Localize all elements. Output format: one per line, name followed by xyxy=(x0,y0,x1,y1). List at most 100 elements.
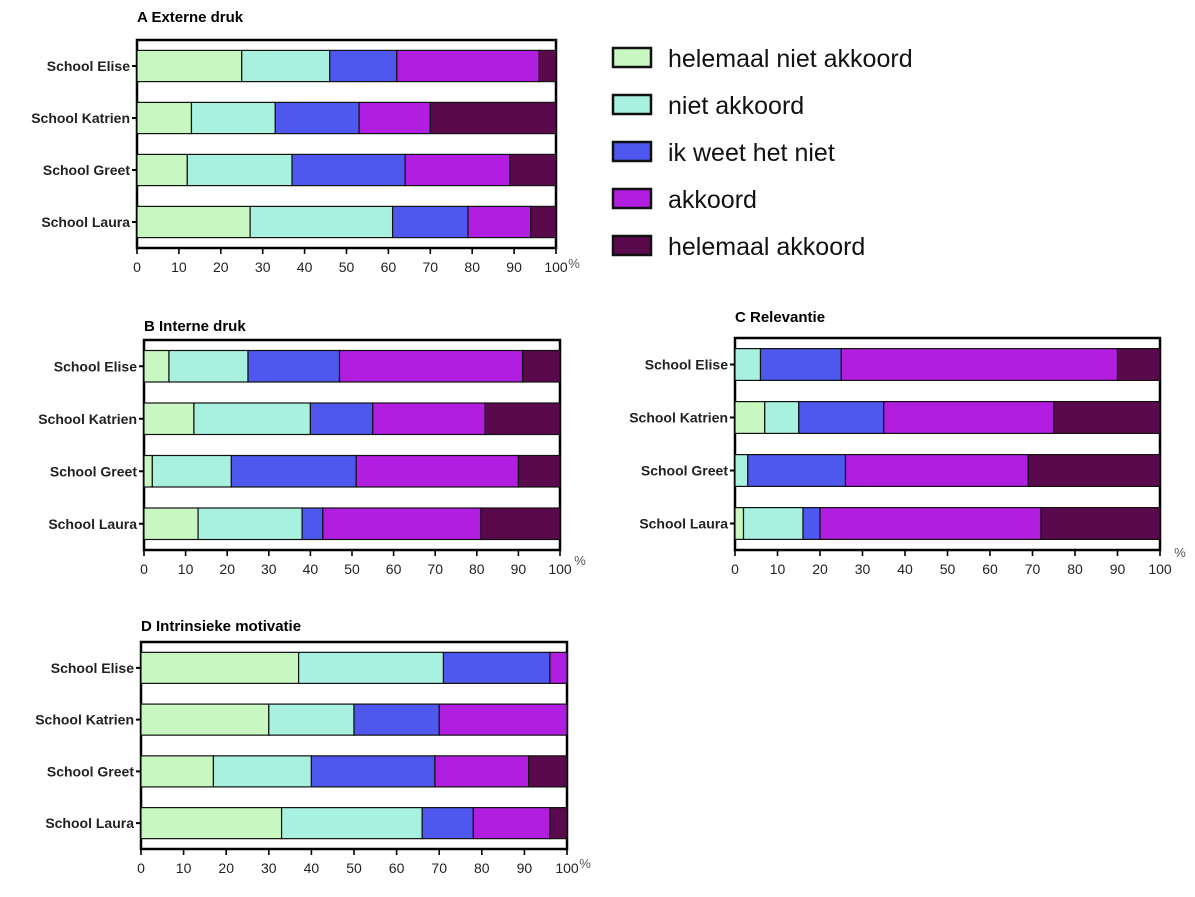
bar-segment xyxy=(844,454,1029,488)
legend-label: helemaal niet akkoord xyxy=(668,45,913,73)
legend-label: niet akkoord xyxy=(668,92,804,120)
bar-segment xyxy=(197,507,303,541)
bar-segment xyxy=(549,806,568,840)
x-tick-label: 10 xyxy=(176,860,192,876)
bar-segment xyxy=(280,806,423,840)
x-tick-label: 80 xyxy=(474,860,490,876)
bar-segment xyxy=(140,703,270,736)
bar-segment xyxy=(1116,348,1161,382)
x-tick-label: 20 xyxy=(213,259,229,275)
bar-segment xyxy=(136,205,251,239)
x-tick-label: 70 xyxy=(427,561,443,577)
y-tick-label: School Laura xyxy=(41,214,130,230)
bar-segment xyxy=(301,507,324,541)
x-tick-label: 60 xyxy=(381,259,397,275)
chart-panel-a: A Externe druk School Elise School Katrien… xyxy=(31,9,580,275)
bar-segment xyxy=(338,349,524,383)
x-tick-label: 30 xyxy=(261,860,277,876)
y-tick-label: School Greet xyxy=(50,463,137,479)
bar-segment xyxy=(734,348,762,382)
x-tick-label: 10 xyxy=(178,561,194,577)
bar-segment xyxy=(883,401,1055,435)
bar-segment xyxy=(438,703,568,736)
chart-title: A Externe druk xyxy=(137,9,244,26)
y-tick-label: School Katrien xyxy=(35,712,134,728)
bar-segment xyxy=(230,454,357,488)
bar-segment xyxy=(140,651,300,684)
bar-segment xyxy=(358,101,431,135)
bar-segment xyxy=(291,153,406,187)
x-tick-label: 80 xyxy=(464,259,480,275)
bar-segment xyxy=(309,402,374,436)
y-tick-label: School Elise xyxy=(51,660,134,676)
bar-segment xyxy=(484,402,561,436)
bar-segment xyxy=(372,402,486,436)
bar-segment xyxy=(442,651,551,684)
x-tick-label: 30 xyxy=(855,561,871,577)
x-tick-label: 80 xyxy=(469,561,485,577)
bar-segment xyxy=(530,205,557,239)
x-tick-label: 90 xyxy=(506,259,522,275)
y-tick-label: School Elise xyxy=(47,58,130,74)
chart-title: B Interne druk xyxy=(144,318,246,335)
bar-segment xyxy=(136,49,243,83)
chart-panel-b: B Interne druk School Elise School Katrien… xyxy=(38,318,586,577)
x-tick-label: 40 xyxy=(304,860,320,876)
bar-segment xyxy=(429,101,557,135)
legend-swatch xyxy=(611,140,653,163)
x-tick-label: 0 xyxy=(133,259,141,275)
bar-segment xyxy=(136,101,193,135)
bar-segment xyxy=(241,49,331,83)
bar-segment xyxy=(396,49,540,83)
legend-label: akkoord xyxy=(668,186,757,214)
x-tick-label: 60 xyxy=(389,860,405,876)
x-tick-label: 30 xyxy=(255,259,271,275)
bar-segment xyxy=(742,507,804,541)
x-tick-label: 0 xyxy=(137,860,145,876)
y-tick-label: School Greet xyxy=(47,763,134,779)
x-axis-label: % xyxy=(1174,545,1186,560)
x-tick-label: 80 xyxy=(1067,561,1083,577)
bar-segment xyxy=(151,454,232,488)
x-tick-label: 100 xyxy=(548,561,572,577)
x-tick-label: 30 xyxy=(261,561,277,577)
x-axis-label: % xyxy=(579,856,591,871)
legend-swatch xyxy=(611,46,653,69)
bar-segment xyxy=(521,349,561,383)
x-tick-label: 70 xyxy=(1025,561,1041,577)
y-tick-label: School Laura xyxy=(45,815,134,831)
bar-segment xyxy=(353,703,440,736)
bar-segment xyxy=(136,153,188,187)
y-tick-label: School Katrien xyxy=(38,411,137,427)
x-tick-label: 100 xyxy=(544,259,568,275)
bar-segment xyxy=(298,651,445,684)
bar-segment xyxy=(355,454,520,488)
chart-panel-d: D Intrinsieke motivatie School Elise Schoo… xyxy=(35,618,591,876)
bar-segment xyxy=(143,507,199,541)
bar-segment xyxy=(140,755,215,788)
bar-segment xyxy=(212,755,313,788)
x-tick-label: 20 xyxy=(219,561,235,577)
legend: helemaal niet akkoord niet akkoord ik weet… xyxy=(611,45,913,261)
bar-segment xyxy=(249,205,394,239)
bar-segment xyxy=(509,153,557,187)
chart-title: D Intrinsieke motivatie xyxy=(141,618,301,635)
bar-segment xyxy=(391,205,469,239)
bar-segment xyxy=(1027,454,1161,488)
y-tick-label: School Greet xyxy=(43,162,130,178)
x-tick-label: 0 xyxy=(731,561,739,577)
x-tick-label: 10 xyxy=(171,259,187,275)
bar-segment xyxy=(764,401,800,435)
bar-segment xyxy=(549,651,568,684)
y-tick-label: School Katrien xyxy=(31,110,130,126)
bar-segment xyxy=(143,454,153,488)
legend-swatch xyxy=(611,187,653,210)
x-axis-label: % xyxy=(574,553,586,568)
bar-segment xyxy=(1053,401,1161,435)
bar-segment xyxy=(747,454,847,488)
x-tick-label: 70 xyxy=(431,860,447,876)
bar-segment xyxy=(190,101,276,135)
bar-segment xyxy=(143,349,170,383)
bar-segment xyxy=(268,703,355,736)
